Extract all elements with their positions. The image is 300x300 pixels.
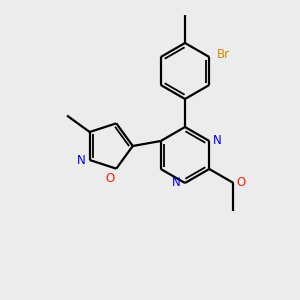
Text: Br: Br (217, 49, 230, 62)
Text: O: O (105, 172, 114, 185)
Text: O: O (236, 176, 246, 190)
Text: N: N (172, 176, 181, 190)
Text: N: N (213, 134, 222, 148)
Text: N: N (77, 154, 86, 166)
